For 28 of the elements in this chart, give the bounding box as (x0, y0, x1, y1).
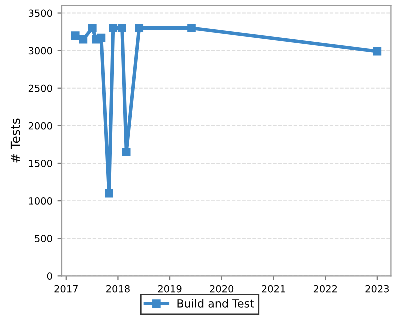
point (88, 24, 97, 32)
x-tick-label: 2017 (54, 285, 78, 293)
point (188, 24, 196, 32)
y-axis-title: # Tests (10, 118, 20, 163)
x-tick-label: 2019 (158, 285, 182, 293)
y-tick-label: 3500 (28, 10, 52, 18)
point (97, 34, 106, 42)
point (109, 24, 118, 32)
point (135, 24, 144, 32)
point (373, 47, 382, 56)
y-tick-label: 500 (35, 235, 52, 242)
x-tick-label: 2023 (366, 285, 390, 293)
x-tick-label: 2022 (314, 285, 338, 293)
legend-label: Build and Test (178, 299, 254, 308)
y-tick-label: 3000 (28, 47, 52, 55)
x-tick-label: 2020 (210, 285, 234, 293)
y-tick-label: 1500 (29, 160, 52, 168)
point (105, 189, 114, 198)
y-tick-label: 0 (47, 272, 52, 280)
point (71, 32, 80, 40)
x-tick-label: 2021 (262, 285, 286, 293)
y-tick-label: 1000 (29, 198, 52, 205)
y-tick-label: 2500 (28, 84, 52, 92)
point (79, 35, 88, 44)
point (118, 24, 126, 32)
x-tick-label: 2018 (106, 285, 130, 293)
point (122, 148, 131, 156)
y-tick-label: 2000 (28, 122, 52, 130)
